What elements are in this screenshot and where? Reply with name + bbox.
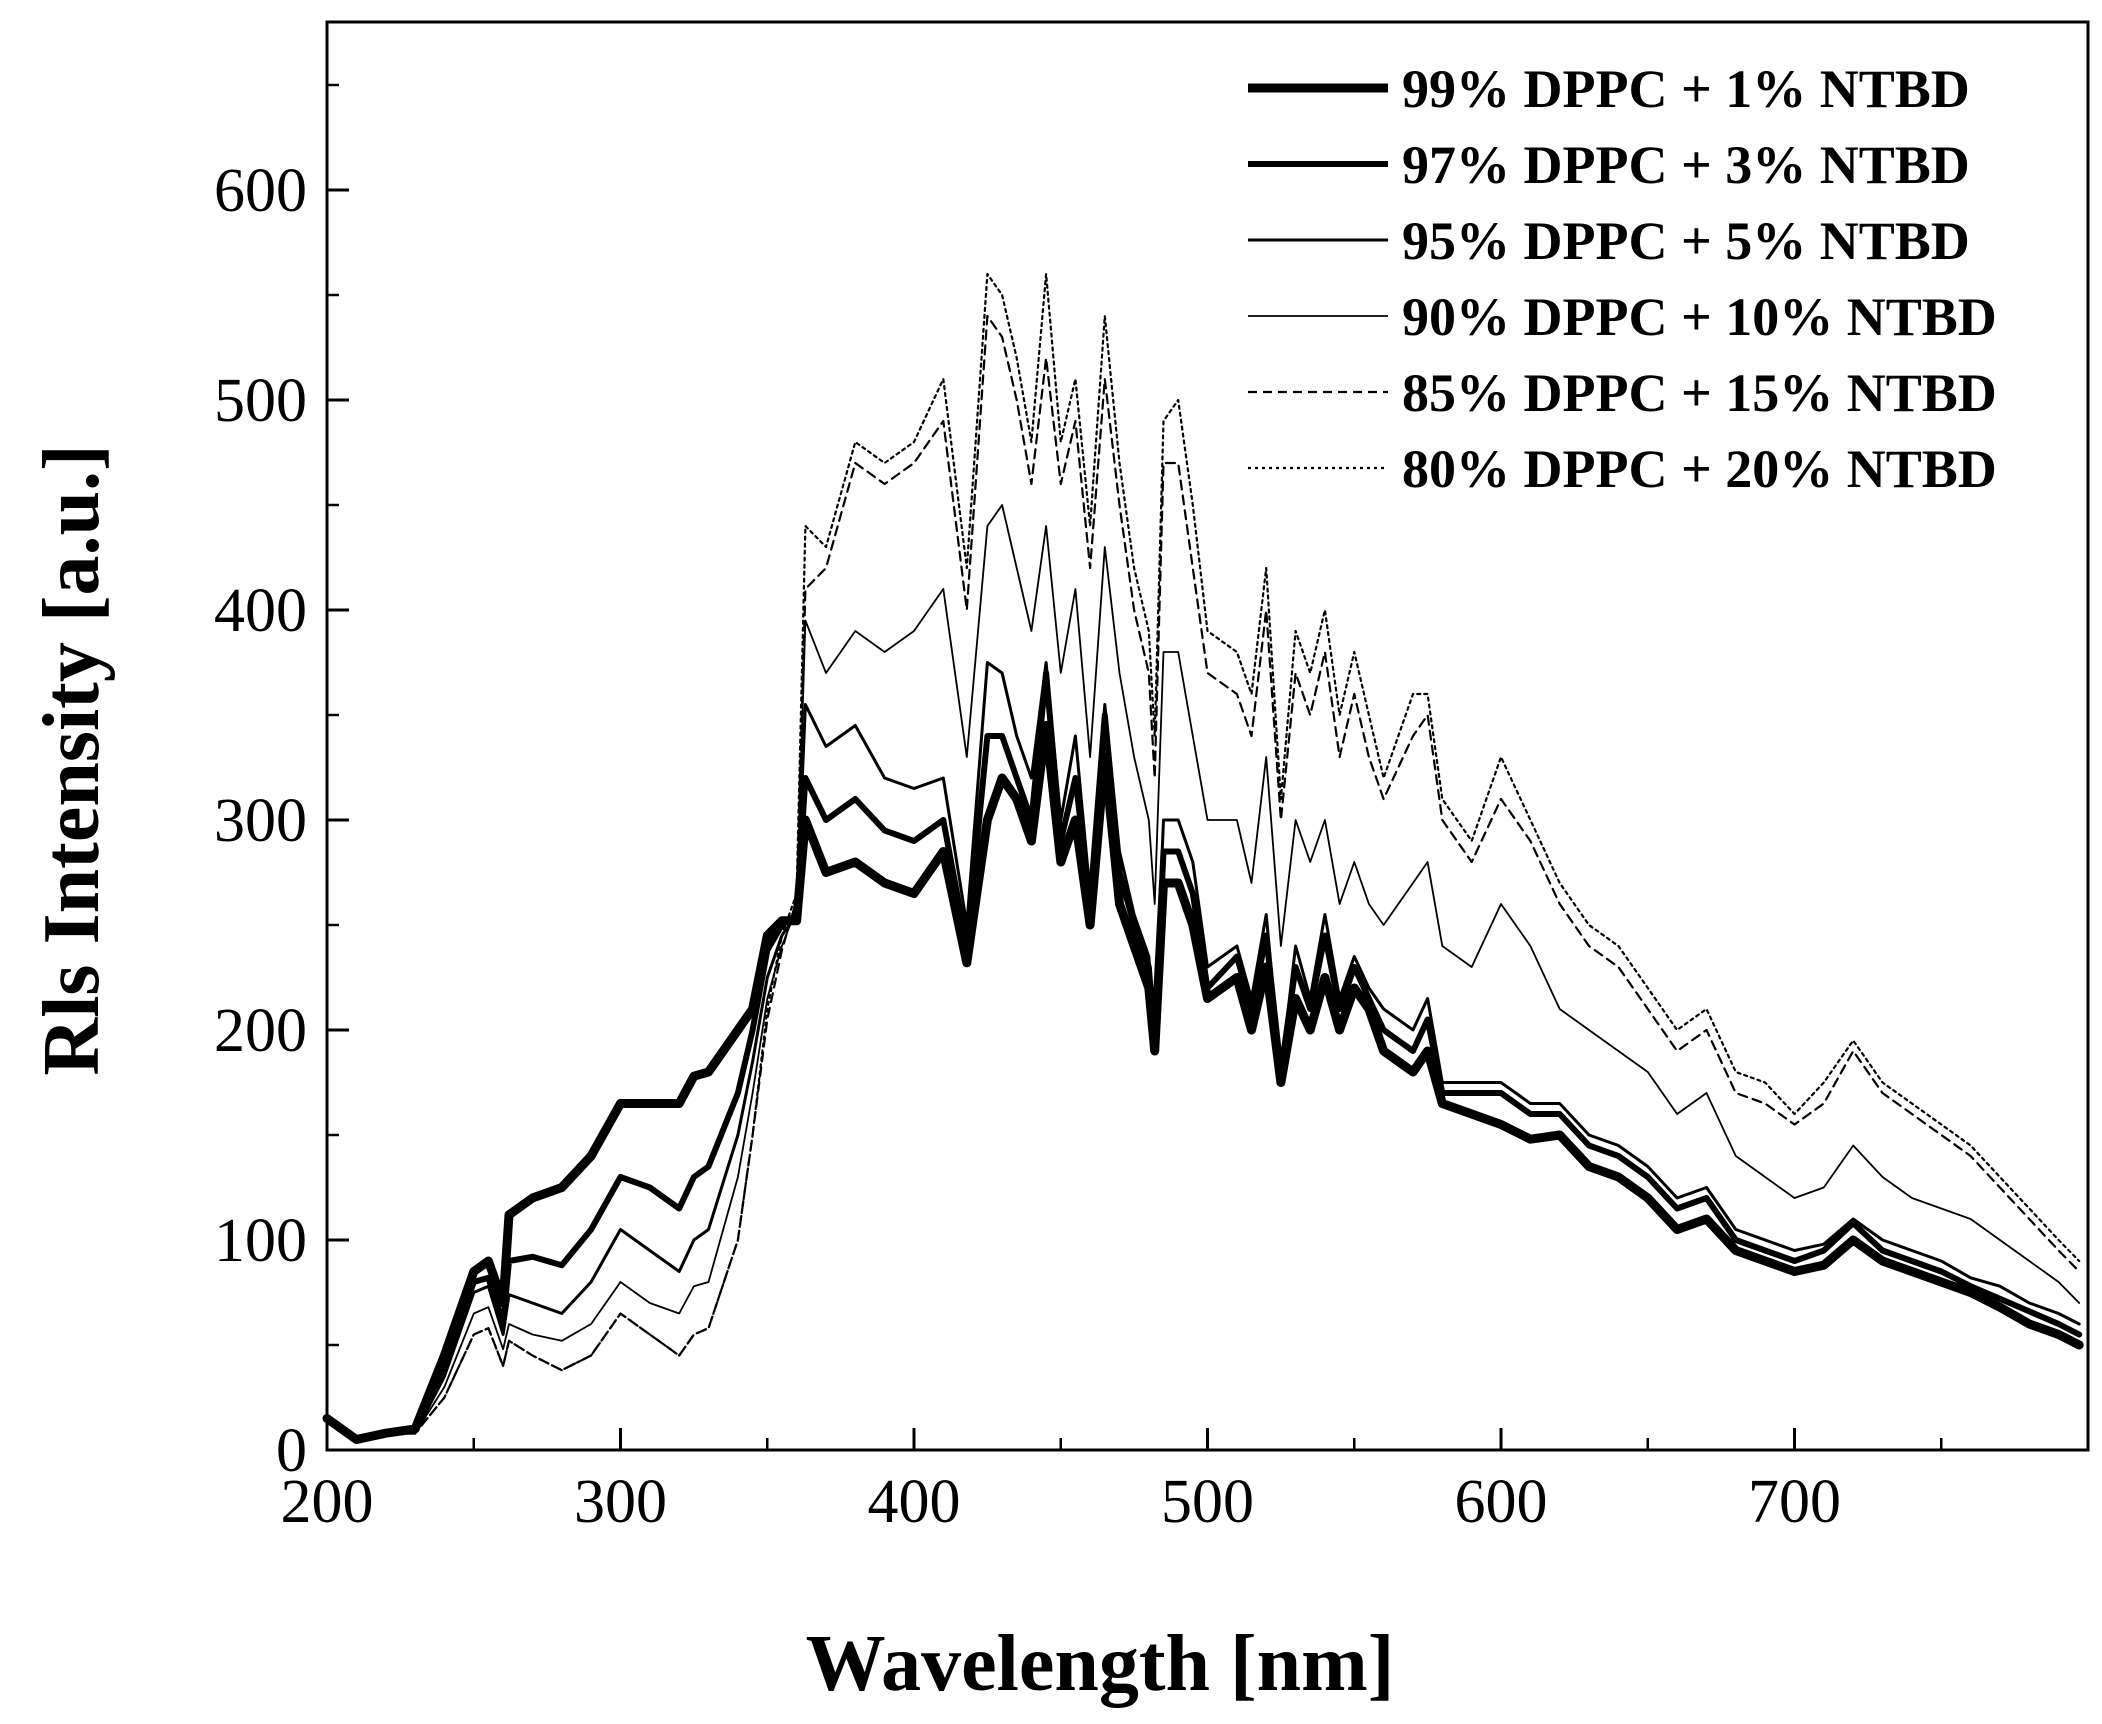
- legend-label-6: 80% DPPC + 20% NTBD: [1402, 439, 1997, 499]
- legend-label-1: 99% DPPC + 1% NTBD: [1402, 59, 1970, 119]
- x-tick-label: 200: [281, 1468, 374, 1536]
- series-layer: [322, 272, 2084, 1444]
- legend-label-5: 85% DPPC + 15% NTBD: [1402, 363, 1997, 423]
- y-tick-label: 100: [214, 1207, 307, 1275]
- legend-label-2: 97% DPPC + 3% NTBD: [1402, 135, 1970, 195]
- x-tick-label: 700: [1748, 1468, 1841, 1536]
- x-tick-label: 300: [574, 1468, 667, 1536]
- series-line-4: [326, 504, 2081, 1441]
- y-tick-label: 0: [276, 1417, 307, 1485]
- x-tick-label: 500: [1161, 1468, 1254, 1536]
- y-tick-label: 500: [214, 367, 307, 435]
- series-line-1: [322, 721, 2084, 1444]
- axes-layer: 200 300 400 500 600 700 0 100 200 300 400 500 600: [214, 20, 2090, 1536]
- y-tick-label: 400: [214, 577, 307, 645]
- x-axis-title: Wavelength [nm]: [806, 1620, 1395, 1708]
- y-axis-title: Rls Intensity [a.u.]: [28, 444, 116, 1075]
- series-line-6: [325, 272, 2081, 1441]
- legend: 99% DPPC + 1% NTBD 97% DPPC + 3% NTBD 95% …: [1248, 59, 1997, 499]
- y-tick-label: 600: [214, 157, 307, 225]
- series-line-5: [325, 314, 2081, 1441]
- y-tick-label: 200: [214, 997, 307, 1065]
- y-tick-label: 300: [214, 787, 307, 855]
- legend-label-4: 90% DPPC + 10% NTBD: [1402, 287, 1997, 347]
- legend-label-3: 95% DPPC + 5% NTBD: [1402, 211, 1970, 271]
- x-tick-label: 400: [868, 1468, 961, 1536]
- x-tick-label: 600: [1455, 1468, 1548, 1536]
